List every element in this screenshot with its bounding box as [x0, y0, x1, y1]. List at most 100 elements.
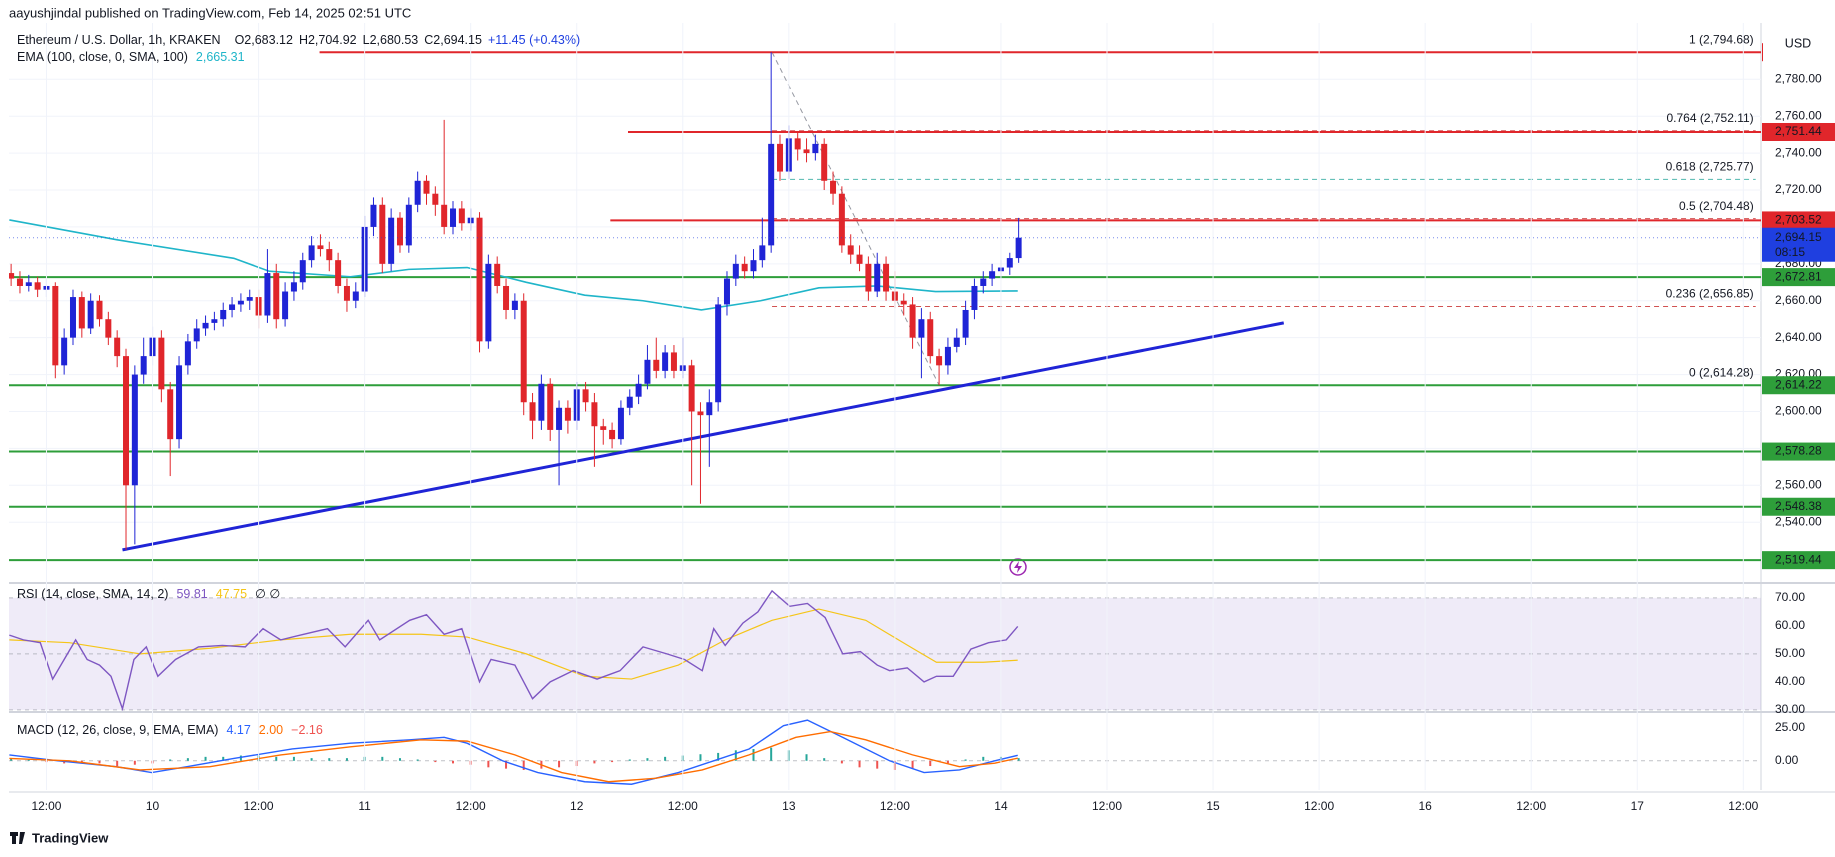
- candle-body: [423, 180, 430, 194]
- y-tick-label: 2,660.00: [1775, 293, 1822, 307]
- y-tick-label: 30.00: [1775, 702, 1805, 716]
- level-tag-label: 2,672.81: [1775, 269, 1822, 283]
- macd-hist-bar: [345, 758, 348, 761]
- macd-hist-bar: [911, 760, 914, 769]
- countdown-label: 08:15: [1775, 245, 1805, 259]
- candle-body: [520, 300, 527, 403]
- legend-row: RSI (14, close, SMA, 14, 2) 59.81 47.75 ∅ ∅: [17, 587, 280, 601]
- macd-hist-bar: [116, 760, 119, 767]
- candle-body: [688, 365, 695, 412]
- candle-body: [732, 263, 739, 279]
- candle-body: [883, 263, 890, 292]
- y-tick-label: 0.00: [1775, 753, 1799, 767]
- candle-body: [485, 263, 492, 342]
- candle-body: [405, 204, 412, 246]
- candle-body: [379, 204, 386, 264]
- candle-body: [193, 328, 200, 342]
- brand: TradingView: [32, 830, 109, 845]
- candle-body: [741, 263, 748, 272]
- fib-label: 0.236 (2,656.85): [1666, 287, 1754, 301]
- x-tick-label: 12:00: [1516, 799, 1546, 813]
- y-tick-label: 2,740.00: [1775, 145, 1822, 159]
- candle-body: [335, 260, 342, 286]
- candle-body: [670, 352, 677, 371]
- legend-item: MACD (12, 26, close, 9, EMA, EMA): [17, 723, 218, 737]
- candle-body: [962, 309, 969, 338]
- x-tick-label: 17: [1631, 799, 1645, 813]
- candle-body: [556, 407, 563, 430]
- macd-hist-bar: [275, 756, 278, 761]
- candle-body: [211, 319, 218, 323]
- candle-body: [184, 341, 191, 366]
- author-line: aayushjindal published on TradingView.co…: [9, 5, 411, 20]
- candle-body: [706, 402, 713, 416]
- x-tick-label: 12:00: [31, 799, 61, 813]
- legend-item: L2,680.53: [363, 33, 419, 47]
- candle-body: [273, 273, 280, 320]
- x-tick-label: 12:00: [1304, 799, 1334, 813]
- x-tick-label: 12:00: [668, 799, 698, 813]
- candle-body: [759, 245, 766, 261]
- legend-item: H2,704.92: [299, 33, 357, 47]
- candle-body: [96, 300, 103, 320]
- candle-body: [52, 285, 59, 366]
- macd-hist-bar: [823, 758, 826, 761]
- x-tick-label: 12:00: [1728, 799, 1758, 813]
- candle-body: [697, 411, 704, 416]
- candle-body: [131, 374, 138, 486]
- macd-hist-bar: [752, 748, 755, 761]
- candle-body: [812, 143, 819, 154]
- rsi-pane: [9, 589, 1761, 711]
- y-tick-label: 40.00: [1775, 674, 1805, 688]
- candle-body: [662, 352, 669, 371]
- candle-body: [927, 319, 934, 357]
- macd-hist-bar: [186, 758, 189, 761]
- y-tick-label: 2,540.00: [1775, 514, 1822, 528]
- legend-item: −2.16: [291, 723, 323, 737]
- macd-hist-bar: [664, 756, 667, 761]
- candle-body: [918, 319, 925, 338]
- candle-body: [529, 402, 536, 421]
- macd-hist-bar: [10, 758, 13, 761]
- candle-body: [511, 300, 518, 310]
- candle-body: [750, 260, 757, 272]
- signal-line: [9, 730, 1018, 783]
- y-tick-label: 2,720.00: [1775, 182, 1822, 196]
- y-tick-label: 60.00: [1775, 618, 1805, 632]
- candle-body: [414, 180, 421, 205]
- y-tick-label: 25.00: [1775, 720, 1805, 734]
- brand-logo: TradingView: [10, 830, 109, 845]
- main-pane: [9, 51, 1761, 562]
- macd-hist-bar: [434, 760, 437, 763]
- currency-box: [1763, 24, 1835, 64]
- candle-body: [794, 138, 801, 150]
- macd-hist-bar: [840, 760, 843, 764]
- macd-hist-bar: [628, 759, 631, 761]
- candle-body: [609, 429, 616, 440]
- y-tick-label: 2,560.00: [1775, 477, 1822, 491]
- candle-body: [971, 285, 978, 310]
- candle-body: [308, 245, 315, 261]
- candle-body: [715, 304, 722, 403]
- y-tick-label: 2,600.00: [1775, 404, 1822, 418]
- level-tag: [1762, 211, 1835, 230]
- level-tag: [1762, 122, 1835, 141]
- candle-body: [69, 297, 76, 338]
- brand-icon: [10, 832, 25, 844]
- x-tick-label: 16: [1418, 799, 1432, 813]
- candle-body: [944, 346, 951, 366]
- legend-item: Ethereum / U.S. Dollar, 1h, KRAKEN: [17, 33, 221, 47]
- level-tag-label: 2,614.22: [1775, 377, 1822, 391]
- macd-hist-bar: [964, 759, 967, 761]
- macd-hist-bar: [416, 759, 419, 761]
- legend-item: O2,683.12: [235, 33, 293, 47]
- candle-body: [635, 383, 642, 397]
- legend-item: C2,694.15: [424, 33, 482, 47]
- candle-body: [326, 249, 333, 261]
- candle-body: [838, 193, 845, 246]
- macd-line: [9, 719, 1018, 785]
- macd-hist-bar: [770, 747, 773, 761]
- macd-hist-bar: [222, 756, 225, 761]
- candle-body: [458, 208, 465, 224]
